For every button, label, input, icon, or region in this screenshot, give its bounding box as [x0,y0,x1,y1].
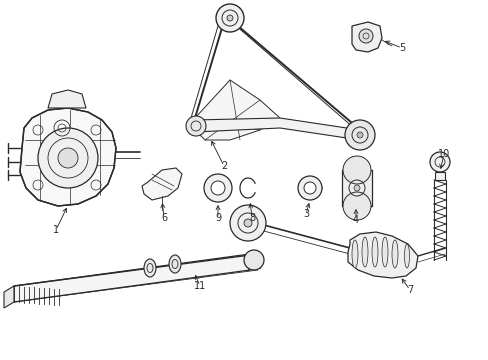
Circle shape [216,4,244,32]
Text: 4: 4 [352,215,358,225]
Text: 2: 2 [221,161,226,171]
Text: 10: 10 [437,149,449,159]
Polygon shape [14,254,258,302]
Circle shape [210,181,224,195]
Text: 11: 11 [193,281,206,291]
Text: 1: 1 [53,225,59,235]
Text: 8: 8 [248,213,255,223]
Circle shape [356,132,362,138]
Circle shape [226,15,232,21]
Text: 6: 6 [161,213,167,223]
Polygon shape [195,118,359,140]
Text: 9: 9 [215,213,221,223]
Ellipse shape [143,259,156,277]
Circle shape [345,120,374,150]
Ellipse shape [169,255,181,273]
Polygon shape [347,232,417,278]
Ellipse shape [391,240,397,268]
Circle shape [297,176,321,200]
Ellipse shape [371,237,377,267]
Text: 5: 5 [398,43,404,53]
Circle shape [229,205,265,241]
Ellipse shape [404,244,408,268]
Circle shape [244,250,264,270]
Circle shape [203,174,231,202]
Ellipse shape [351,240,357,268]
Circle shape [185,116,205,136]
Ellipse shape [361,237,367,267]
Bar [341,170,371,206]
Polygon shape [351,22,381,52]
Polygon shape [195,80,280,140]
Ellipse shape [381,237,387,267]
Circle shape [38,128,98,188]
Polygon shape [4,286,14,308]
Polygon shape [20,108,116,206]
Circle shape [342,192,370,220]
Text: 7: 7 [406,285,412,295]
Circle shape [342,156,370,184]
Text: 3: 3 [303,209,308,219]
Bar [434,172,444,180]
Circle shape [358,29,372,43]
Polygon shape [142,168,182,200]
Polygon shape [48,90,86,108]
Circle shape [58,148,78,168]
Circle shape [304,182,315,194]
Circle shape [429,152,449,172]
Circle shape [353,185,359,191]
Circle shape [244,219,251,227]
